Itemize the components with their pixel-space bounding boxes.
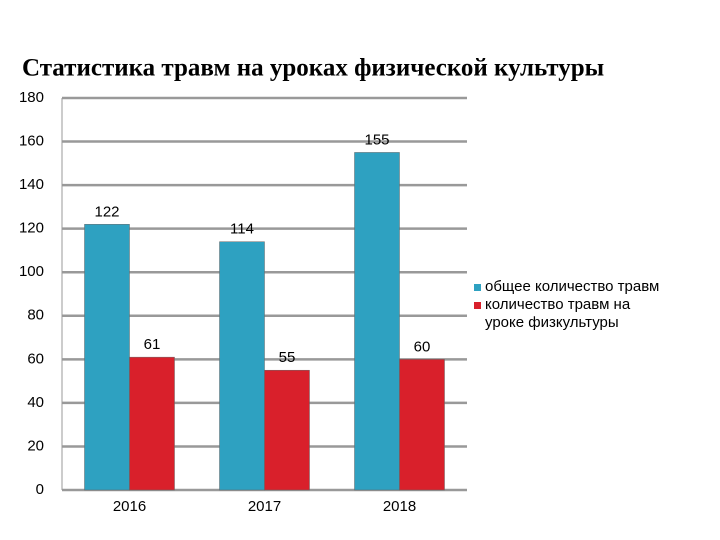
- y-tick-label: 40: [27, 394, 44, 411]
- data-label: 55: [279, 349, 296, 366]
- y-tick-label: 60: [27, 350, 44, 367]
- data-label: 122: [94, 203, 119, 220]
- legend: общее количество травм количество травм н…: [474, 278, 704, 332]
- bar: [129, 356, 175, 491]
- x-tick-label: 2016: [113, 498, 146, 515]
- y-tick-label: 80: [27, 307, 44, 324]
- y-tick-label: 20: [27, 437, 44, 454]
- y-tick-label: 180: [19, 89, 44, 106]
- bar: [354, 152, 400, 491]
- bar: [399, 359, 445, 491]
- legend-label: количество травм на уроке физкультуры: [485, 296, 631, 331]
- y-tick-label: 140: [19, 176, 44, 193]
- y-tick-label: 120: [19, 220, 44, 237]
- bar: [84, 224, 130, 491]
- data-label: 60: [414, 338, 431, 355]
- legend-item: общее количество травм: [474, 278, 704, 296]
- data-label: 61: [144, 336, 161, 353]
- bar: [219, 241, 265, 491]
- legend-swatch: [474, 284, 481, 291]
- legend-swatch: [474, 302, 481, 309]
- legend-label: общее количество травм: [485, 278, 660, 295]
- chart-title: Статистика травм на уроках физической ку…: [22, 55, 604, 82]
- data-label: 155: [364, 131, 389, 148]
- x-tick-label: 2018: [383, 498, 416, 515]
- y-tick-label: 0: [36, 481, 44, 498]
- y-tick-label: 160: [19, 133, 44, 150]
- legend-item: количество травм на уроке физкультуры: [474, 296, 704, 332]
- bar: [264, 369, 310, 491]
- data-label: 114: [230, 221, 254, 238]
- x-tick-label: 2017: [248, 498, 281, 515]
- y-tick-label: 100: [19, 263, 44, 280]
